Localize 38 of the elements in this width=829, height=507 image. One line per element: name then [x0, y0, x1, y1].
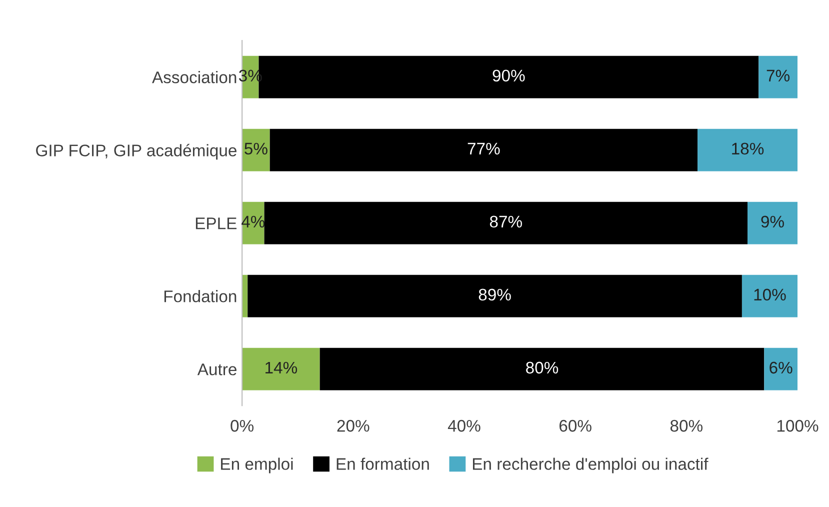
y-tick-label: GIP FCIP, GIP académique — [36, 144, 236, 160]
y-tick-label: Fondation — [164, 290, 236, 302]
data-label: 77% — [468, 142, 500, 154]
data-label: 6% — [770, 362, 792, 374]
legend-label: En formation — [336, 458, 429, 470]
x-tick-label: 60% — [559, 420, 592, 432]
bar — [242, 274, 248, 318]
data-label: 87% — [490, 216, 522, 228]
bar — [270, 128, 698, 172]
x-tick-label: 100% — [777, 420, 818, 432]
data-label: 89% — [478, 288, 511, 301]
x-tick-label: 40% — [448, 420, 480, 432]
bar — [698, 128, 798, 172]
y-tick-label: EPLE — [196, 218, 236, 230]
x-tick-label: 80% — [670, 420, 702, 432]
y-tick-label: Association — [152, 71, 236, 84]
bar — [242, 348, 320, 390]
legend-label: En emploi — [221, 458, 293, 474]
data-label: 7% — [766, 70, 790, 82]
data-label: 18% — [732, 142, 764, 155]
bar — [248, 274, 742, 318]
data-label: 80% — [526, 362, 558, 374]
x-tick-label: 0% — [230, 420, 254, 432]
x-tick-label: 20% — [337, 420, 370, 432]
legend-label: En recherche d'emploi ou inactif — [472, 458, 708, 474]
data-label: 90% — [492, 70, 525, 82]
data-label: 14% — [266, 362, 298, 374]
y-tick-label: Autre — [197, 364, 236, 376]
data-label: 5% — [244, 142, 268, 155]
bar — [748, 202, 798, 244]
data-label: 9% — [761, 216, 784, 228]
bar — [264, 202, 748, 244]
data-label: 10% — [754, 288, 786, 301]
bar — [242, 128, 270, 172]
bar — [758, 56, 798, 98]
bar — [742, 274, 798, 318]
bar — [764, 348, 798, 390]
bar — [320, 348, 764, 390]
